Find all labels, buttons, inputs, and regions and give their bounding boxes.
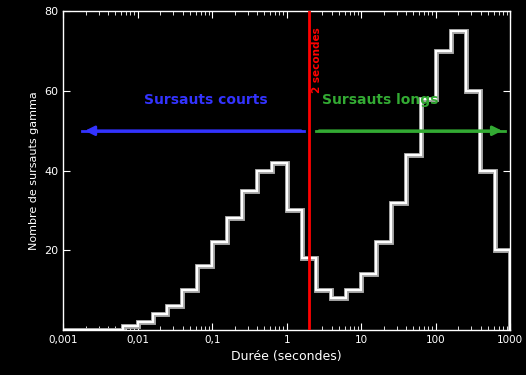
Text: 2 secondes: 2 secondes (311, 27, 321, 93)
X-axis label: Durée (secondes): Durée (secondes) (231, 350, 342, 363)
Y-axis label: Nombre de sursauts gamma: Nombre de sursauts gamma (28, 91, 38, 250)
Text: Sursauts courts: Sursauts courts (144, 93, 267, 107)
Text: Sursauts longs: Sursauts longs (322, 93, 439, 107)
